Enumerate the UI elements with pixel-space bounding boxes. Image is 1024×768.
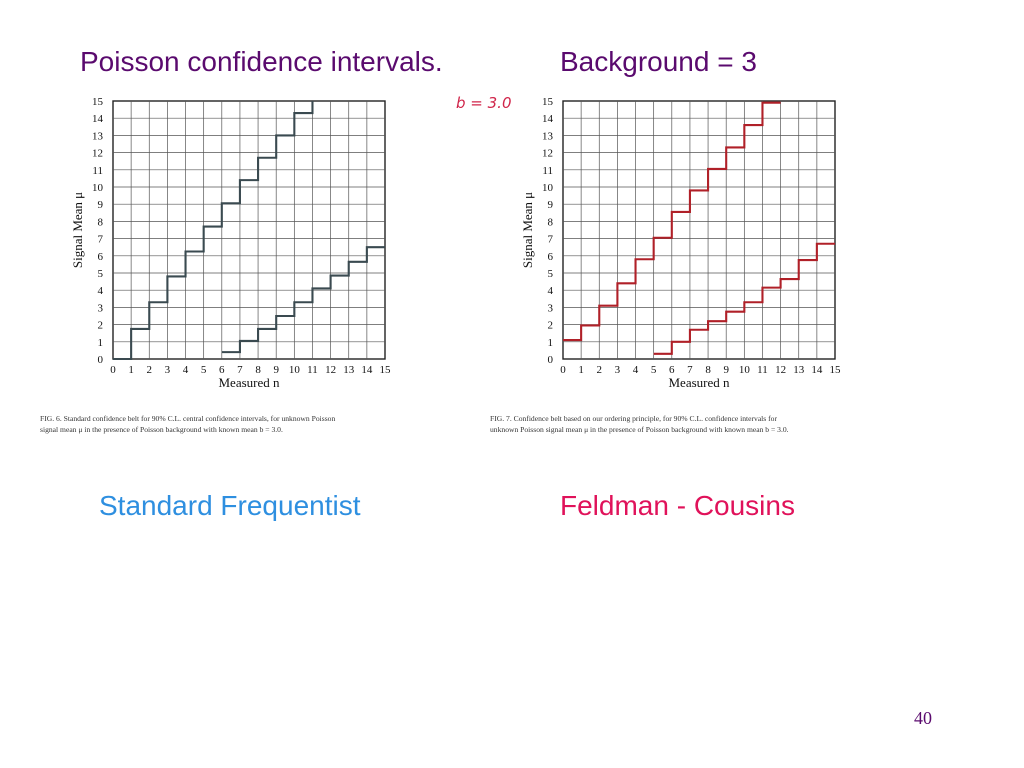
y-tick-label: 13 (542, 130, 554, 142)
x-tick-label: 1 (128, 364, 134, 376)
x-tick-label: 5 (201, 364, 207, 376)
y-axis-label: Signal Mean μ (70, 192, 85, 268)
figure-caption-line2: unknown Poisson signal mean μ in the pre… (490, 425, 789, 434)
y-tick-label: 0 (548, 354, 554, 366)
y-tick-label: 1 (98, 337, 104, 349)
x-tick-label: 15 (830, 364, 842, 376)
x-tick-label: 6 (219, 364, 225, 376)
x-tick-label: 8 (255, 364, 261, 376)
y-tick-label: 1 (548, 337, 554, 349)
x-tick-label: 1 (578, 364, 584, 376)
x-tick-label: 9 (723, 364, 729, 376)
y-axis-label: Signal Mean μ (520, 192, 535, 268)
y-tick-label: 8 (548, 216, 554, 228)
y-tick-label: 13 (92, 130, 104, 142)
label-feldman-cousins: Feldman - Cousins (560, 490, 795, 521)
y-tick-label: 12 (542, 148, 553, 160)
x-tick-label: 11 (307, 364, 318, 376)
y-tick-label: 10 (92, 182, 104, 194)
x-tick-label: 7 (687, 364, 693, 376)
grid (562, 100, 836, 360)
label-standard-frequentist: Standard Frequentist (99, 490, 361, 521)
x-tick-label: 8 (705, 364, 711, 376)
x-tick-label: 10 (739, 364, 751, 376)
x-axis-label: Measured n (218, 375, 280, 390)
y-tick-label: 11 (542, 165, 553, 177)
figure-caption-line1: FIG. 7. Confidence belt based on our ord… (490, 414, 777, 423)
x-tick-label: 2 (597, 364, 603, 376)
x-tick-label: 10 (289, 364, 301, 376)
x-tick-label: 5 (651, 364, 657, 376)
y-tick-label: 6 (98, 251, 104, 263)
background-subtitle: Background = 3 (560, 46, 757, 77)
chart-standard-frequentist: 0 1 2 3 4 5 6 7 8 9 10 11 12 13 14 15012345678910111213… (40, 94, 511, 434)
figure-caption-line2: signal mean μ in the presence of Poisson… (40, 425, 283, 434)
x-axis-label: Measured n (668, 375, 730, 390)
y-tick-label: 7 (98, 234, 104, 246)
y-tick-label: 7 (548, 234, 554, 246)
chart-feldman-cousins: 0 1 2 3 4 5 6 7 8 9 10 11 12 13 14 15012345678910111213… (490, 96, 842, 434)
page-number: 40 (914, 708, 932, 728)
y-tick-label: 4 (98, 285, 104, 297)
x-tick-label: 12 (325, 364, 336, 376)
x-tick-label: 4 (183, 364, 189, 376)
belt-lower-limit (221, 246, 385, 354)
belt-lower-limit (653, 242, 835, 355)
x-tick-label: 13 (793, 364, 805, 376)
y-tick-label: 2 (548, 320, 554, 332)
x-tick-label: 11 (757, 364, 768, 376)
figure-caption-line1: FIG. 6. Standard confidence belt for 90%… (40, 414, 335, 423)
y-tick-label: 12 (92, 148, 103, 160)
plot-frame (562, 100, 836, 360)
x-tick-label: 2 (147, 364, 153, 376)
y-tick-label: 8 (98, 216, 104, 228)
y-tick-label: 10 (542, 182, 554, 194)
handwritten-annotation: b = 3.0 (456, 94, 511, 112)
x-tick-label: 3 (165, 364, 171, 376)
y-tick-label: 6 (548, 251, 554, 263)
x-tick-label: 12 (775, 364, 786, 376)
x-tick-label: 0 (110, 364, 116, 376)
belt-upper-limit (113, 101, 314, 361)
y-tick-label: 0 (98, 354, 104, 366)
y-tick-label: 11 (92, 165, 103, 177)
y-tick-label: 15 (542, 96, 554, 108)
y-tick-label: 9 (98, 199, 104, 211)
plot-frame (112, 100, 386, 360)
y-tick-label: 14 (92, 113, 104, 125)
y-tick-label: 3 (548, 302, 554, 314)
grid (112, 100, 386, 360)
x-tick-label: 9 (273, 364, 279, 376)
x-tick-label: 4 (633, 364, 639, 376)
slide-title: Poisson confidence intervals. (80, 46, 443, 77)
y-tick-label: 5 (548, 268, 554, 280)
y-tick-label: 15 (92, 96, 104, 108)
y-tick-label: 3 (98, 302, 104, 314)
x-tick-label: 14 (361, 364, 373, 376)
x-tick-label: 7 (237, 364, 243, 376)
x-tick-label: 13 (343, 364, 355, 376)
x-tick-label: 3 (615, 364, 621, 376)
belt-upper-limit (563, 101, 781, 342)
y-tick-label: 14 (542, 113, 554, 125)
y-tick-label: 2 (98, 320, 104, 332)
x-tick-label: 15 (380, 364, 392, 376)
x-tick-label: 6 (669, 364, 675, 376)
y-tick-label: 5 (98, 268, 104, 280)
y-tick-label: 4 (548, 285, 554, 297)
x-tick-label: 14 (811, 364, 823, 376)
x-tick-label: 0 (560, 364, 566, 376)
y-tick-label: 9 (548, 199, 554, 211)
